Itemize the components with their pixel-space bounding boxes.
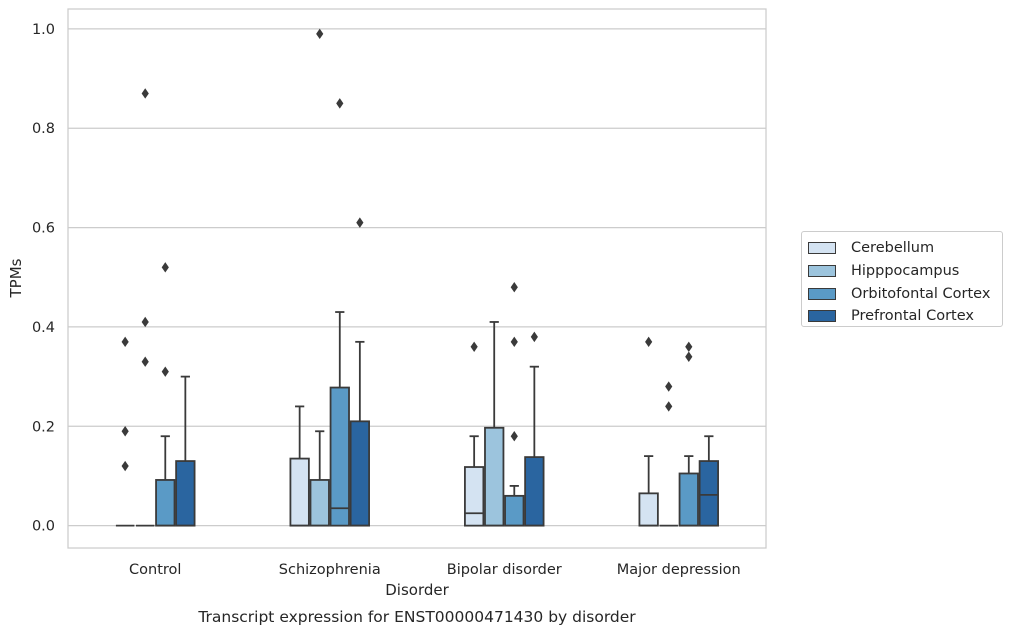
y-tick-label: 0.6 bbox=[32, 221, 55, 237]
legend-swatch-hippocampus bbox=[808, 265, 836, 278]
outlier-point bbox=[141, 316, 149, 328]
y-tick-label: 0.0 bbox=[32, 519, 55, 535]
legend-swatch-cerebellum bbox=[808, 242, 836, 255]
outlier-point bbox=[336, 98, 344, 109]
outlier-point bbox=[685, 351, 693, 362]
grid-lines bbox=[68, 28, 766, 527]
y-tick-label: 0.2 bbox=[32, 419, 55, 435]
box-prefrontal-cortex-schizophrenia bbox=[349, 217, 370, 527]
outlier-point bbox=[356, 217, 364, 228]
legend-item-hippocampus: Hipppocampus bbox=[808, 260, 1002, 283]
legend-swatch-orbitofrontal-cortex bbox=[808, 287, 836, 300]
legend-swatch-prefrontal-cortex bbox=[808, 310, 836, 323]
box-body bbox=[155, 479, 176, 527]
box-body bbox=[678, 472, 699, 527]
legend-item-cerebellum: Cerebellum bbox=[808, 237, 1002, 260]
x-tick-label: Control bbox=[129, 562, 181, 578]
outlier-point bbox=[121, 460, 129, 472]
box-body bbox=[524, 456, 545, 527]
outlier-point bbox=[470, 341, 478, 353]
y-tick-label: 1.0 bbox=[32, 22, 55, 38]
legend-label-orbitofrontal-cortex: Orbitofontal Cortex bbox=[851, 285, 991, 302]
box-hipppocampus-major-depression bbox=[659, 381, 678, 527]
box-body bbox=[349, 420, 370, 527]
box-orbitofontal-cortex-schizophrenia bbox=[329, 98, 350, 527]
box-body bbox=[329, 386, 350, 527]
x-tick-label: Major depression bbox=[617, 562, 741, 578]
box-cerebellum-major-depression bbox=[638, 336, 659, 527]
legend-label-hippocampus: Hipppocampus bbox=[851, 263, 960, 280]
outlier-point bbox=[141, 356, 149, 367]
outlier-point bbox=[665, 401, 673, 412]
outlier-point bbox=[645, 336, 653, 348]
box-cerebellum-control bbox=[115, 336, 135, 527]
box-cerebellum-schizophrenia bbox=[289, 405, 310, 527]
box-body bbox=[289, 457, 310, 527]
legend-label-cerebellum: Cerebellum bbox=[851, 240, 935, 257]
legend-label-prefrontal-cortex: Prefrontal Cortex bbox=[851, 308, 974, 325]
outlier-point bbox=[161, 366, 169, 377]
box-body bbox=[464, 466, 485, 527]
x-tick-label: Schizophrenia bbox=[279, 562, 381, 578]
box-body bbox=[698, 460, 719, 527]
outlier-point bbox=[665, 381, 673, 392]
outlier-point bbox=[141, 88, 149, 99]
box-cerebellum-bipolar-disorder bbox=[464, 341, 485, 527]
outlier-point bbox=[316, 28, 324, 40]
outlier-point bbox=[510, 281, 518, 293]
box-prefrontal-cortex-bipolar-disorder bbox=[524, 331, 545, 527]
box-hipppocampus-bipolar-disorder bbox=[484, 321, 505, 527]
outlier-point bbox=[121, 426, 129, 437]
legend-item-prefrontal-cortex: Prefrontal Cortex bbox=[808, 305, 1002, 328]
y-tick-label: 0.4 bbox=[32, 320, 55, 336]
x-tick-labels: Control Schizophrenia Bipolar disorder Majo… bbox=[129, 562, 741, 578]
box-prefrontal-cortex-control bbox=[175, 375, 196, 527]
outlier-point bbox=[121, 336, 129, 348]
x-tick-label: Bipolar disorder bbox=[447, 562, 562, 578]
box-body bbox=[484, 426, 505, 527]
box-hipppocampus-schizophrenia bbox=[309, 28, 330, 527]
outlier-point bbox=[510, 431, 518, 442]
outlier-point bbox=[685, 341, 693, 353]
y-tick-label: 0.8 bbox=[32, 121, 55, 137]
box-prefrontal-cortex-major-depression bbox=[698, 435, 719, 527]
box-plots bbox=[115, 28, 719, 527]
box-body bbox=[175, 460, 196, 527]
outlier-point bbox=[510, 336, 518, 348]
box-hipppocampus-control bbox=[135, 88, 155, 527]
chart-title: Transcript expression for ENST0000047143… bbox=[197, 608, 636, 626]
box-body bbox=[638, 492, 659, 527]
box-orbitofontal-cortex-control bbox=[155, 262, 176, 527]
box-orbitofontal-cortex-major-depression bbox=[678, 341, 699, 527]
y-tick-labels: 0.0 0.2 0.4 0.6 0.8 1.0 bbox=[32, 22, 55, 535]
x-axis-label: Disorder bbox=[385, 581, 449, 599]
y-axis-label: TPMs bbox=[7, 258, 25, 298]
plot-frame bbox=[67, 8, 767, 549]
box-body bbox=[504, 494, 525, 527]
legend-item-orbitofrontal-cortex: Orbitofontal Cortex bbox=[808, 282, 1002, 305]
box-orbitofontal-cortex-bipolar-disorder bbox=[504, 281, 525, 527]
legend: Cerebellum Hipppocampus Orbitofontal Cor… bbox=[801, 231, 1003, 327]
outlier-point bbox=[530, 331, 538, 343]
outlier-point bbox=[161, 262, 169, 273]
box-body bbox=[309, 479, 330, 527]
